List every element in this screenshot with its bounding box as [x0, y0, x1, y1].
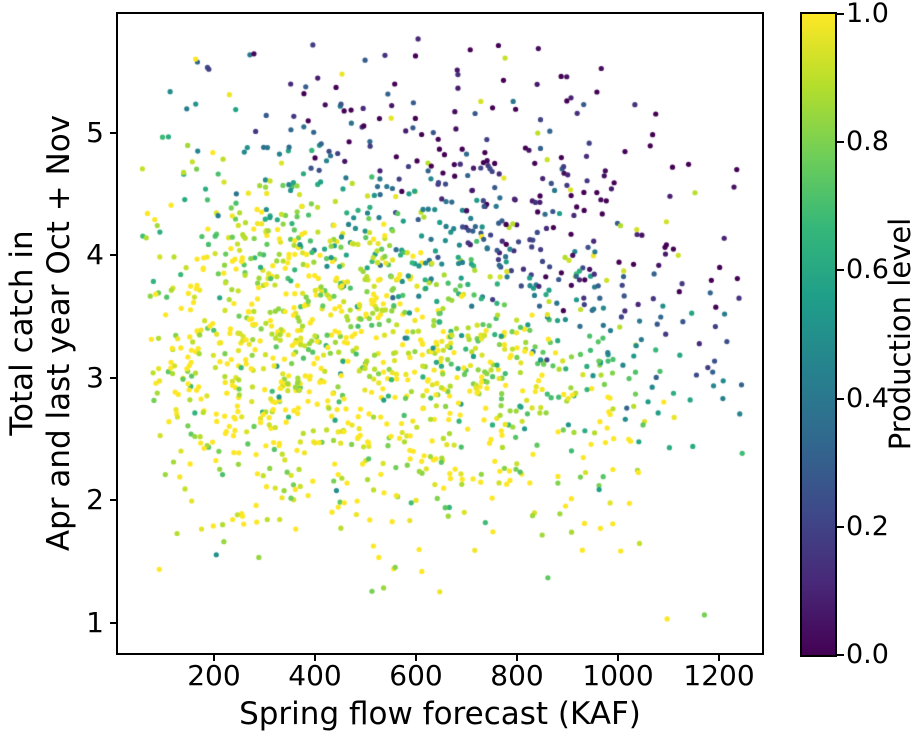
y-tick-mark: [110, 376, 118, 379]
x-tick-mark: [617, 653, 620, 661]
y-axis-label-line2: Apr and last year Oct + Nov: [41, 114, 77, 552]
y-tick-label: 1: [86, 605, 104, 639]
x-tick-label: 400: [288, 659, 342, 692]
colorbar-tick-mark: [837, 654, 844, 656]
y-axis-label-line1: Total catch in: [4, 230, 40, 436]
x-tick-mark: [313, 653, 316, 661]
y-axis-label: Total catch in Apr and last year Oct + N…: [4, 115, 78, 551]
colorbar-tick-mark: [837, 141, 844, 144]
x-tick-mark: [212, 653, 215, 661]
x-tick-label: 1200: [683, 659, 755, 692]
x-tick-mark: [415, 653, 417, 661]
y-tick-label: 5: [86, 115, 104, 149]
x-tick-label: 200: [187, 659, 241, 692]
colorbar-tick-mark: [837, 269, 844, 272]
colorbar-tick-label: 0.8: [846, 126, 889, 158]
colorbar-label: Production level: [883, 217, 917, 451]
colorbar: [800, 12, 837, 657]
colorbar-gradient: [802, 14, 835, 655]
y-tick-label: 3: [86, 360, 104, 394]
y-tick-mark: [110, 131, 118, 134]
y-tick-label: 2: [86, 483, 104, 517]
x-tick-label: 1000: [582, 659, 654, 692]
colorbar-tick-mark: [837, 397, 844, 400]
x-tick-label: 600: [389, 659, 443, 692]
x-axis-label: Spring flow forecast (KAF): [239, 696, 641, 732]
colorbar-tick-label: 0.4: [846, 382, 889, 414]
colorbar-tick-label: 1.0: [846, 0, 889, 29]
colorbar-tick-label: 0.6: [846, 254, 889, 286]
colorbar-tick-label: 0.0: [846, 639, 889, 670]
y-tick-mark: [110, 621, 118, 624]
scatter-points-canvas: [118, 14, 762, 653]
x-tick-label: 800: [490, 659, 544, 692]
x-tick-mark: [718, 653, 721, 661]
y-tick-label: 4: [86, 238, 104, 272]
y-tick-mark: [110, 254, 118, 257]
y-tick-mark: [110, 499, 118, 502]
colorbar-tick-mark: [837, 525, 844, 528]
colorbar-tick-mark: [837, 13, 844, 15]
colorbar-tick-label: 0.2: [846, 510, 889, 542]
x-tick-mark: [516, 653, 519, 661]
